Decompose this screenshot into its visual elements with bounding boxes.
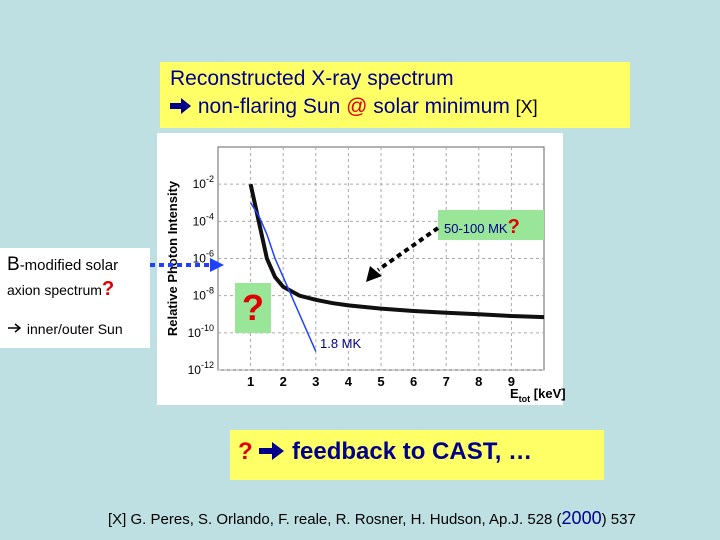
x-tick-label: 2 (280, 374, 287, 389)
annotation: 1.8 MK (320, 336, 362, 351)
tick-base: 10 (193, 252, 207, 266)
y-tick-label: 10-8 (193, 286, 214, 303)
y-tick-label: 10-4 (193, 211, 214, 228)
tick-exp: -8 (206, 286, 214, 296)
series-line (249, 202, 317, 352)
feedback-line: ? feedback to CAST, … (238, 438, 532, 466)
x-tick-label: 3 (312, 374, 319, 389)
pointer-head (210, 258, 224, 272)
x-tick-label: 4 (345, 374, 353, 389)
series-line (248, 183, 545, 320)
pointer (376, 226, 440, 272)
feedback-q: ? (238, 438, 253, 465)
title-box: Reconstructed X-ray spectrum non-flaring… (160, 62, 630, 128)
feedback-text: feedback to CAST, … (292, 438, 533, 465)
tick-base: 10 (193, 214, 207, 228)
y-tick-label: 10-12 (188, 360, 214, 377)
note-text: -modified solar (19, 257, 119, 274)
title-text: solar minimum (373, 95, 510, 118)
y-tick-label: 10-10 (188, 323, 214, 340)
x-tick-label: 9 (508, 374, 515, 389)
feedback-box: ? feedback to CAST, … (230, 430, 604, 480)
ref-text: ) 537 (601, 511, 636, 528)
tick-base: 10 (193, 177, 207, 191)
arrow-icon (170, 98, 191, 114)
note-big: B (7, 254, 20, 275)
note-line: inner/outer Sun (7, 321, 123, 337)
note-line: axion spectrum? (7, 278, 114, 301)
x-tick-label: 5 (377, 374, 384, 389)
tick-exp: -6 (206, 249, 214, 259)
x-axis-label: Etot [keV] (510, 386, 566, 404)
tick-base: 10 (188, 326, 202, 340)
left-note: B-modified solar axion spectrum? inner/o… (0, 248, 150, 348)
tick-exp: -4 (206, 211, 214, 221)
tick-base: 10 (193, 289, 207, 303)
note-line: B-modified solar (7, 254, 118, 276)
y-axis-label: Relative Photon Intensity (165, 180, 180, 336)
title-line: non-flaring Sun @ solar minimum [X] (170, 95, 538, 119)
annotation-q: ? (508, 216, 520, 238)
ref-year: 2000 (561, 508, 602, 528)
y-tick-label: 10-6 (193, 249, 214, 266)
pointer-head (366, 266, 382, 282)
annotation-box (438, 210, 544, 240)
label-base: E (510, 386, 519, 401)
ref-text: [X] G. Peres, S. Orlando, F. reale, R. R… (108, 511, 562, 528)
arrow-icon (8, 323, 22, 333)
x-tick-label: 6 (410, 374, 417, 389)
title-at: @ (346, 95, 368, 118)
tick-base: 10 (188, 363, 202, 377)
note-q: ? (101, 278, 115, 300)
note-text: axion spectrum (7, 282, 102, 298)
green-mark: ? (235, 283, 271, 333)
title-ref: [X] (515, 97, 538, 117)
tick-exp: -2 (206, 174, 214, 184)
x-tick-label: 7 (443, 374, 450, 389)
y-tick-label: 10-2 (193, 174, 214, 191)
x-tick-label: 8 (475, 374, 482, 389)
tick-exp: -12 (201, 360, 214, 370)
annotation: 50-100 MK? (444, 216, 520, 238)
arrow-icon (259, 442, 285, 460)
label-sub: tot (519, 394, 531, 404)
note-text: inner/outer Sun (26, 321, 123, 337)
annotation-text: 50-100 MK (444, 221, 508, 236)
x-tick-label: 1 (247, 374, 254, 389)
title-line: Reconstructed X-ray spectrum (170, 67, 454, 90)
label-rest: [keV] (530, 386, 565, 401)
reference: [X] G. Peres, S. Orlando, F. reale, R. R… (108, 508, 636, 529)
title-text: non-flaring Sun (197, 95, 341, 118)
tick-exp: -10 (201, 323, 214, 333)
